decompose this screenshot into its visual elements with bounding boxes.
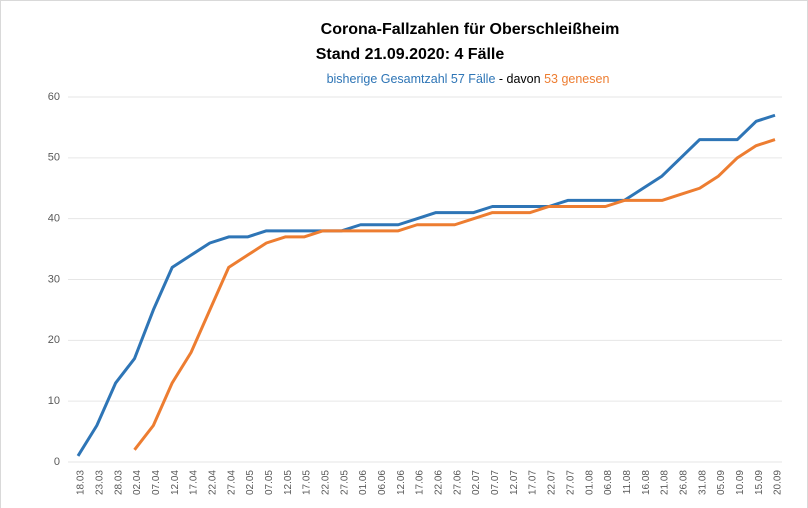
legend-entry: 53 genesen <box>544 72 609 86</box>
y-tick-label: 50 <box>48 152 60 164</box>
x-tick-label: 06.06 <box>377 470 388 495</box>
x-tick-label: 01.08 <box>584 470 595 495</box>
x-tick-label: 22.04 <box>208 470 219 495</box>
x-tick-label: 17.04 <box>189 470 200 495</box>
x-tick-label: 17.07 <box>528 470 539 495</box>
x-tick-label: 21.08 <box>660 470 671 495</box>
chart-title: Corona-Fallzahlen für Oberschleißheim <box>321 21 620 38</box>
series-line <box>133 138 776 451</box>
legend-entry: bisherige Gesamtzahl 57 Fälle <box>327 72 496 86</box>
y-tick-label: 0 <box>54 456 60 468</box>
legend: bisherige Gesamtzahl 57 Fälle - davon 53… <box>327 72 610 86</box>
y-tick-label: 10 <box>48 395 60 407</box>
x-tick-label: 12.04 <box>170 470 181 495</box>
y-tick-label: 20 <box>48 334 60 346</box>
x-tick-label: 18.03 <box>76 470 87 495</box>
x-tick-label: 11.08 <box>622 470 633 495</box>
x-tick-label: 27.06 <box>452 470 463 495</box>
x-tick-label: 07.04 <box>151 470 162 495</box>
x-tick-label: 07.07 <box>490 470 501 495</box>
x-tick-label: 07.05 <box>264 470 275 495</box>
y-tick-label: 40 <box>48 213 60 225</box>
x-tick-label: 28.03 <box>113 470 124 495</box>
x-tick-label: 23.03 <box>94 470 105 495</box>
x-tick-label: 17.05 <box>302 470 313 495</box>
x-tick-label: 26.08 <box>678 470 689 495</box>
x-tick-label: 22.05 <box>321 470 332 495</box>
x-tick-label: 12.06 <box>396 470 407 495</box>
x-tick-label: 31.08 <box>697 470 708 495</box>
x-tick-label: 10.09 <box>735 470 746 495</box>
x-tick-label: 15.09 <box>754 470 765 495</box>
x-tick-label: 20.09 <box>773 470 784 495</box>
x-tick-label: 12.07 <box>509 470 520 495</box>
x-tick-label: 27.05 <box>339 470 350 495</box>
x-tick-label: 01.06 <box>358 470 369 495</box>
y-tick-label: 60 <box>48 91 60 103</box>
x-tick-label: 02.07 <box>471 470 482 495</box>
x-tick-label: 12.05 <box>283 470 294 495</box>
x-tick-label: 16.08 <box>641 470 652 495</box>
x-tick-label: 22.07 <box>547 470 558 495</box>
y-tick-label: 30 <box>48 273 60 285</box>
series-line <box>76 113 776 457</box>
x-tick-label: 06.08 <box>603 470 614 495</box>
x-tick-label: 17.06 <box>415 470 426 495</box>
x-tick-label: 02.04 <box>132 470 143 495</box>
legend-joiner: - davon <box>499 72 541 86</box>
x-tick-label: 27.07 <box>565 470 576 495</box>
x-tick-label: 27.04 <box>226 470 237 495</box>
x-tick-label: 22.06 <box>434 470 445 495</box>
x-tick-label: 05.09 <box>716 470 727 495</box>
x-tick-label: 02.05 <box>245 470 256 495</box>
chart-subtitle: Stand 21.09.2020: 4 Fälle <box>316 46 505 63</box>
